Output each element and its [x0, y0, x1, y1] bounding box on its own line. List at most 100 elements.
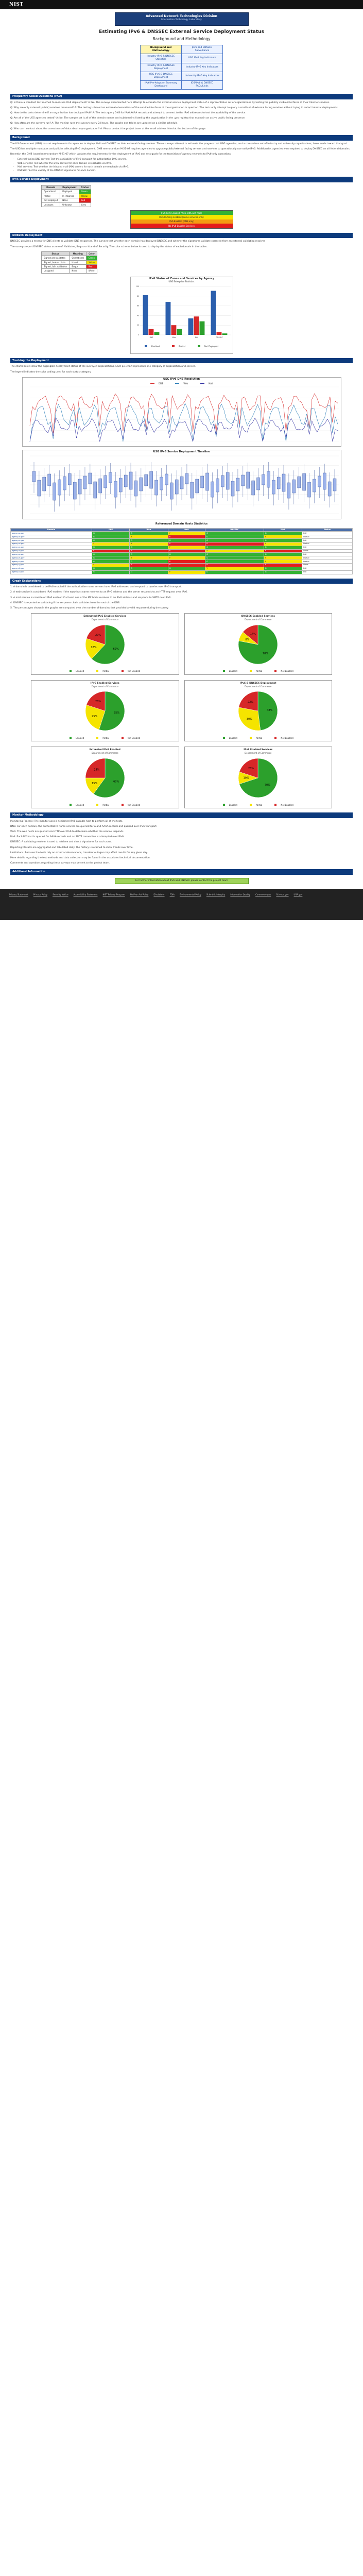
legend-entry: Partial: [93, 670, 112, 672]
table-cell[interactable]: agency-g.gov: [10, 552, 92, 557]
nav-link[interactable]: University IPv6 Key Indicators: [181, 71, 223, 81]
table-row: agency-j.gov Y R R R R None: [10, 563, 353, 567]
footer-link[interactable]: USA.gov: [293, 893, 303, 896]
nav-link[interactable]: Industry IPv6 & DNSSEC Statistics: [140, 54, 182, 63]
table-cell: Y: [91, 541, 130, 546]
table-cell: Y: [263, 560, 303, 564]
table-cell: Y: [167, 556, 206, 561]
footer-link[interactable]: FOIA: [169, 893, 175, 896]
table-cell: G: [263, 531, 303, 536]
table-cell: Yellow: [85, 260, 98, 265]
box: [149, 471, 153, 488]
table-cell: G: [91, 570, 130, 574]
table-cell: Red: [85, 264, 98, 269]
footer-link[interactable]: Information Quality: [230, 893, 251, 896]
nav-link[interactable]: Ipv6 and DNSSEC Surveillance: [181, 45, 223, 55]
table-row: agency-f.gov R R R Y R None: [10, 549, 353, 553]
legend-label: Not Enabled: [127, 803, 141, 806]
box: [297, 476, 301, 488]
legend-swatch: [121, 803, 124, 806]
table-cell: Y: [91, 563, 130, 567]
footer-link[interactable]: Privacy Statement: [9, 893, 28, 896]
table-cell[interactable]: agency-j.gov: [10, 563, 92, 567]
nav-link[interactable]: IPv6 Pre-Adoption Summary Dashboard: [140, 80, 182, 90]
table-cell[interactable]: agency-e.gov: [10, 545, 92, 550]
box: [108, 472, 112, 483]
box: [327, 481, 331, 496]
table-cell: Partial: [302, 556, 353, 561]
box: [32, 471, 36, 482]
table-cell[interactable]: agency-d.gov: [10, 541, 92, 546]
legend-row: IPv6 Fully Enabled (Web, DNS and Mail): [130, 211, 233, 215]
table-row: Signed and validates Operational Green: [41, 256, 98, 261]
table-row: agency-l.gov G G Y G G Full: [10, 570, 353, 574]
table-cell: G: [263, 538, 303, 543]
legend-entry: DNS: [147, 382, 166, 385]
footer-link[interactable]: Accessibility Statement: [73, 893, 98, 896]
bar: [177, 329, 182, 335]
box: [322, 472, 326, 489]
table-cell: None: [60, 198, 79, 203]
bar: [188, 318, 193, 335]
nav-link[interactable]: USG IPv6 Key Indicators: [181, 54, 223, 63]
table-cell[interactable]: agency-i.gov: [10, 560, 92, 564]
nav-link[interactable]: Industry IPv6 Key Indicators: [181, 62, 223, 72]
box: [129, 471, 132, 489]
table-cell[interactable]: agency-k.gov: [10, 566, 92, 571]
box: [139, 477, 143, 491]
table-cell[interactable]: agency-c.gov: [10, 538, 92, 543]
table-cell: R: [167, 563, 206, 567]
box: [251, 480, 255, 495]
background-paragraph: The USG has multiple mandates and polici…: [10, 147, 351, 150]
nav-link[interactable]: USG IPv6 & DNSSEC Deployment: [140, 71, 182, 81]
nav-row: Industry IPv6 & DNSSEC Deployment Industr…: [140, 62, 223, 72]
table-cell[interactable]: agency-f.gov: [10, 549, 92, 553]
legend-swatch: [121, 737, 124, 739]
table-row: Operational Deployed Green: [41, 189, 92, 194]
table-cell[interactable]: agency-h.gov: [10, 556, 92, 561]
box-chart-title: USG IPv6 Service Deployment Timeline: [153, 450, 210, 453]
table-cell[interactable]: agency-l.gov: [10, 570, 92, 574]
table-cell: G: [91, 535, 130, 539]
table-cell: R: [205, 541, 264, 546]
footer-link[interactable]: No Fear Act Policy: [130, 893, 149, 896]
division-banner[interactable]: Advanced Network Technologies Division I…: [114, 12, 249, 26]
legend-label: Partial: [102, 737, 109, 739]
y-tick-label: 100: [135, 285, 139, 287]
legend-entry: Not Enabled: [271, 803, 296, 806]
nav-link[interactable]: Industry IPv6 & DNSSEC Deployment: [140, 62, 182, 72]
table-cell[interactable]: agency-a.gov: [10, 531, 92, 536]
footer-link[interactable]: NIST Privacy Program: [102, 893, 125, 896]
legend-entry: Not Enabled: [118, 670, 143, 672]
section-tracking-header: Tracking the Deployment: [10, 358, 353, 364]
footer-link[interactable]: Science.gov: [276, 893, 289, 896]
footer-link[interactable]: Security Notice: [53, 893, 68, 896]
footer-link[interactable]: Scientific Integrity: [206, 893, 226, 896]
pie-title: IPv6 Enabled Services: [244, 749, 273, 752]
legend-label: Mail: [209, 382, 213, 385]
nav-link[interactable]: IDS/IPv6 & DNSSEC FAQs/Links: [181, 80, 223, 90]
footer-link[interactable]: Commerce.gov: [255, 893, 271, 896]
table-row: agency-b.gov G Y R G Y Partial: [10, 535, 353, 539]
footer-link[interactable]: Disclaimer: [153, 893, 165, 896]
series-line: [29, 417, 338, 442]
extra-paragraph: Comments and questions regarding these s…: [10, 862, 110, 865]
graph-explanation: 3. A mail service is considered IPv6 ena…: [10, 596, 171, 599]
box: [185, 473, 188, 484]
table-header: Mail: [167, 528, 206, 532]
table-cell: Y: [167, 531, 206, 536]
contact-banner[interactable]: For further information about IPv6 and D…: [114, 878, 249, 885]
table-row: Unsigned None White: [41, 268, 98, 274]
graph-explanations: 1. A domain is considered to be IPv6 ena…: [10, 586, 353, 610]
nav-link[interactable]: Background and Methodology: [140, 45, 182, 55]
table-cell: Unknown: [41, 202, 61, 208]
footer-link[interactable]: Environmental Policy: [179, 893, 201, 896]
footer-link[interactable]: Privacy Policy: [33, 893, 48, 896]
table-cell: G: [91, 545, 130, 550]
table-cell[interactable]: agency-b.gov: [10, 535, 92, 539]
legend-label: Web: [183, 382, 188, 385]
table-cell: Operational: [41, 189, 61, 194]
graph-explanation: 2. A web service is considered IPv6 enab…: [10, 591, 188, 594]
nist-logo[interactable]: NIST: [9, 2, 24, 7]
table-cell: R: [167, 535, 206, 539]
